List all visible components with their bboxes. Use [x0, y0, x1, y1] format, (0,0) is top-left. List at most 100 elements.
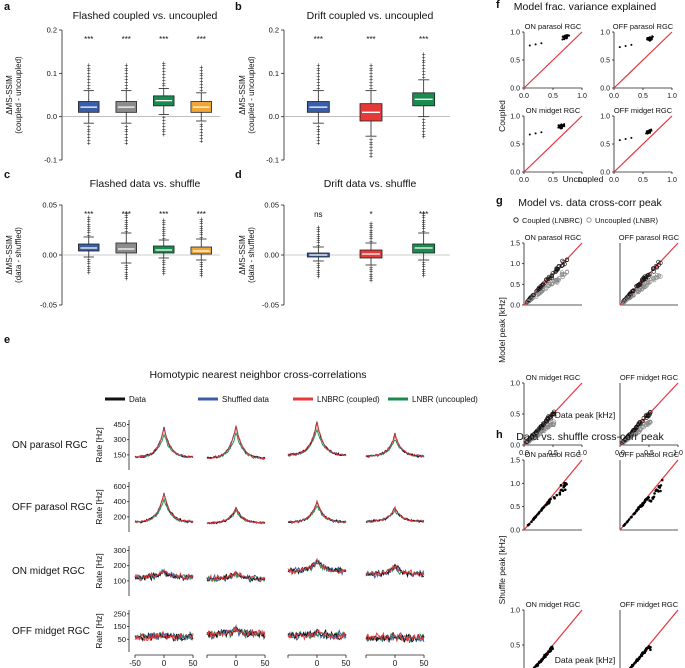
- panel-d-ylabel: ΔMS-SSIM: [238, 235, 247, 275]
- panel-h-point: [540, 508, 544, 511]
- panel-g-point-uncoupled: [555, 277, 560, 282]
- panel-e-trace-blue: [287, 499, 347, 524]
- panel-c-outlier: +: [199, 226, 203, 233]
- panel-h-point: [636, 508, 640, 511]
- panel-g-point-coupled: [632, 428, 637, 433]
- panel-g-point-coupled: [539, 283, 545, 288]
- panel-e-trace-blue: [365, 432, 425, 458]
- panel-b-outlier: +: [422, 120, 426, 127]
- panel-c-ytick-label: 0.00: [42, 251, 57, 260]
- panel-a-outlier: +: [87, 85, 91, 92]
- panel-b-outlier: +: [316, 138, 320, 145]
- panel-g-point-coupled: [645, 414, 650, 419]
- panel-d-outlier: +: [369, 265, 373, 272]
- panel-d-outlier: +: [369, 234, 373, 241]
- panel-g-point-uncoupled: [651, 277, 656, 282]
- panel-f-point: [648, 39, 651, 42]
- panel-d-outlier: +: [369, 238, 373, 245]
- panel-g-ytick-label: 1.0: [510, 261, 520, 268]
- panel-d-outlier: +: [422, 273, 426, 280]
- panel-g-point-uncoupled: [534, 433, 539, 438]
- panel-g-point-coupled: [637, 420, 642, 425]
- panel-a-outlier: +: [124, 80, 128, 87]
- panel-h-xlabel: Data peak [kHz]: [555, 655, 615, 665]
- panel-b-outlier: +: [316, 74, 320, 81]
- panel-c-outlier: +: [199, 228, 203, 235]
- panel-b-outlier: +: [316, 141, 320, 148]
- panel-e-xtick-label: 50: [342, 659, 351, 668]
- panel-g-point-uncoupled: [545, 283, 550, 288]
- panel-f-point: [630, 136, 633, 139]
- panel-b-outlier: +: [369, 71, 373, 78]
- panel-g-point-coupled: [542, 422, 547, 427]
- panel-c-outlier: +: [124, 213, 128, 220]
- panel-c-outlier: +: [87, 263, 91, 270]
- panel-h-subplot-title: OFF midget RGC: [620, 600, 679, 609]
- panel-h-point: [553, 496, 556, 499]
- panel-e-trace-red: [206, 507, 266, 525]
- panel-a-outlier: +: [87, 129, 91, 136]
- panel-f-ylabel: Coupled: [497, 100, 507, 132]
- panel-a-ylabel-sub: (coupled - uncoupled): [14, 56, 23, 134]
- panel-g-ytick-label: 0.5: [510, 412, 520, 419]
- panel-g-point-uncoupled: [651, 276, 656, 281]
- panel-e-ylabel: Rate [Hz]: [94, 613, 104, 648]
- panel-e-ylabel: Rate [Hz]: [94, 427, 104, 462]
- panel-f-ytick-label: 0.0: [600, 86, 610, 93]
- panel-f-ytick-label: 0.5: [510, 142, 520, 149]
- panel-c-outlier: +: [87, 219, 91, 226]
- panel-f-xtick-label: 0.0: [519, 93, 529, 100]
- panel-a-outlier: +: [162, 115, 166, 122]
- panel-d-outlier: +: [316, 229, 320, 236]
- panel-a-outlier: +: [199, 82, 203, 89]
- panel-g-point-coupled: [545, 278, 550, 283]
- panel-f-point: [564, 35, 567, 38]
- panel-g-point-coupled: [546, 274, 552, 280]
- panel-b-outlier: +: [369, 148, 373, 155]
- panel-e-trace-blue: [207, 426, 266, 461]
- panel-b-outlier: +: [422, 74, 426, 81]
- panel-h-point: [649, 648, 652, 652]
- panel-h-point: [630, 663, 634, 667]
- panel-f-point: [561, 124, 564, 127]
- panel-f-subplot-title: OFF parasol RGC: [613, 22, 674, 31]
- panel-f-ytick-label: 0.0: [510, 86, 520, 93]
- panel-c-outlier: +: [87, 259, 91, 266]
- panel-g-point-uncoupled: [641, 425, 646, 430]
- panel-g-point-uncoupled: [551, 421, 557, 426]
- panel-b-outlier: +: [422, 54, 426, 61]
- panel-b-outlier: +: [422, 60, 426, 67]
- panel-e-trace-black: [135, 492, 194, 524]
- panel-d-outlier: +: [316, 274, 320, 281]
- panel-d-outlier: +: [316, 267, 320, 274]
- panel-b-ylabel-sub: (coupled - uncoupled): [247, 56, 256, 134]
- panel-c-significance: ***: [197, 210, 206, 219]
- panel-g-point-uncoupled: [541, 427, 546, 432]
- panel-c-box: [115, 242, 137, 254]
- panel-f-xtick-label: 0.0: [609, 177, 619, 184]
- panel-g-legend-label: Uncoupled (LNBR): [595, 216, 658, 225]
- panel-f-point: [557, 126, 560, 129]
- panel-a-outlier: +: [199, 70, 203, 77]
- panel-b-ytick-label: -0.1: [266, 156, 279, 165]
- panel-g-subplot-title: ON midget RGC: [526, 373, 581, 382]
- panel-e-trace-black: [134, 632, 194, 643]
- panel-g-point-uncoupled: [634, 431, 639, 436]
- panel-h-point: [651, 497, 655, 500]
- panel-b-outlier: +: [369, 68, 373, 75]
- panel-c-significance: ***: [159, 210, 168, 219]
- panel-e-trace-red: [134, 630, 194, 642]
- panel-e-trace-blue: [134, 426, 194, 459]
- panel-h-point: [538, 510, 541, 514]
- panel-f-xtick-label: 1.0: [667, 177, 677, 184]
- panel-f-subplot-title: ON midget RGC: [526, 106, 581, 115]
- panel-h-subplot-title: ON parasol RGC: [525, 450, 582, 459]
- panel-h-point: [639, 504, 642, 507]
- panel-h-point: [659, 484, 663, 487]
- panel-letter-h: h: [496, 429, 503, 441]
- panel-c-outlier: +: [162, 269, 166, 276]
- panel-a-outlier: +: [162, 129, 166, 136]
- panel-letter-a: a: [4, 1, 11, 13]
- panel-e-trace-red: [365, 631, 425, 642]
- panel-b-outlier: +: [369, 151, 373, 158]
